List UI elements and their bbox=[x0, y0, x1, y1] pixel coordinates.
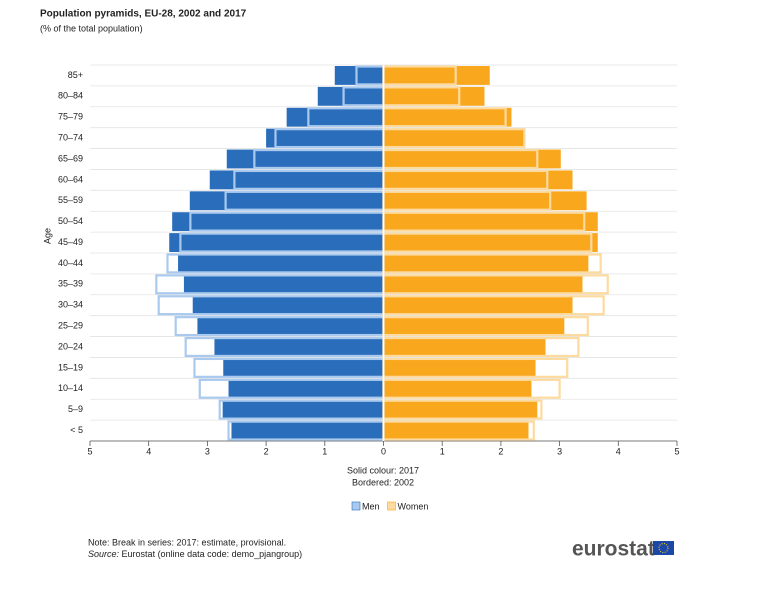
bar-2017 bbox=[209, 170, 384, 190]
bar-2017 bbox=[192, 295, 384, 315]
x-tick-label: 1 bbox=[440, 446, 445, 456]
bar-2017 bbox=[214, 337, 384, 357]
bar-2017 bbox=[183, 274, 384, 294]
y-tick-label: 40–44 bbox=[58, 258, 83, 268]
x-tick-label: 2 bbox=[498, 446, 503, 456]
bar-2017 bbox=[383, 337, 546, 357]
bar-2017 bbox=[197, 316, 384, 336]
legend-swatch bbox=[351, 501, 361, 511]
y-tick-label: 30–34 bbox=[58, 300, 83, 310]
source-label: Source: bbox=[88, 549, 120, 559]
bar-2017 bbox=[383, 86, 485, 106]
y-tick-label: < 5 bbox=[70, 425, 83, 435]
bar-2017 bbox=[334, 66, 384, 85]
source: Source: Eurostat (online data code: demo… bbox=[88, 549, 302, 559]
bar-2017 bbox=[228, 379, 384, 399]
y-tick-label: 50–54 bbox=[58, 216, 83, 226]
bar-2017 bbox=[383, 107, 512, 127]
x-tick-label: 4 bbox=[146, 446, 151, 456]
y-tick-label: 80–84 bbox=[58, 91, 83, 101]
x-tick-label: 1 bbox=[322, 446, 327, 456]
y-tick-label: 45–49 bbox=[58, 237, 83, 247]
bar-2017 bbox=[222, 400, 384, 420]
bar-2017 bbox=[266, 128, 384, 148]
bar-2017 bbox=[383, 400, 538, 420]
bar-2017 bbox=[383, 379, 532, 399]
y-tick-label: 60–64 bbox=[58, 174, 83, 184]
x-tick-label: 2 bbox=[264, 446, 269, 456]
chart-title: Population pyramids, EU-28, 2002 and 201… bbox=[40, 9, 247, 20]
source-text: Eurostat (online data code: demo_pjangro… bbox=[122, 549, 303, 559]
bar-2017 bbox=[383, 128, 524, 148]
bar-2017 bbox=[383, 316, 565, 336]
bar-2017 bbox=[178, 254, 384, 273]
x-tick-label: 5 bbox=[674, 446, 679, 456]
bar-2017 bbox=[383, 212, 598, 232]
y-tick-label: 25–29 bbox=[58, 320, 83, 330]
y-tick-label: 20–24 bbox=[58, 341, 83, 351]
y-tick-label: 35–39 bbox=[58, 279, 83, 289]
eu-stars bbox=[658, 543, 669, 553]
x-tick-label: 0 bbox=[381, 446, 386, 456]
legend-label: Women bbox=[398, 501, 429, 511]
x-tick-label: 5 bbox=[87, 446, 92, 456]
y-tick-label: 65–69 bbox=[58, 153, 83, 163]
bar-2017 bbox=[383, 254, 589, 273]
chart-subtitle: (% of the total population) bbox=[40, 23, 143, 33]
bar-2017 bbox=[383, 295, 573, 315]
x-tick-label: 4 bbox=[616, 446, 621, 456]
legend-swatch bbox=[387, 501, 396, 511]
bar-2017 bbox=[383, 274, 583, 294]
y-tick-label: 75–79 bbox=[58, 112, 83, 122]
annotation: Solid colour: 2017 bbox=[347, 465, 419, 475]
logo-text: eurostat bbox=[572, 538, 655, 561]
eu-flag bbox=[653, 541, 674, 555]
bar-2017 bbox=[223, 358, 384, 378]
x-tick-label: 3 bbox=[205, 446, 210, 456]
bar-2017 bbox=[189, 191, 384, 211]
y-axis-label: Age bbox=[42, 228, 52, 244]
legend-label: Men bbox=[362, 501, 380, 511]
bar-2017 bbox=[172, 212, 384, 232]
bar-2017 bbox=[383, 66, 490, 85]
bar-2017 bbox=[226, 149, 384, 169]
y-tick-label: 55–59 bbox=[58, 195, 83, 205]
x-tick-label: 3 bbox=[557, 446, 562, 456]
bar-2017 bbox=[231, 421, 384, 440]
y-tick-label: 70–74 bbox=[58, 132, 83, 142]
bar-2017 bbox=[383, 233, 598, 252]
bar-2017 bbox=[169, 233, 384, 252]
bar-2017 bbox=[286, 107, 384, 127]
bar-2017 bbox=[383, 421, 529, 440]
annotation: Bordered: 2002 bbox=[352, 477, 414, 487]
bar-2017 bbox=[383, 191, 587, 211]
bar-2017 bbox=[383, 149, 561, 169]
y-tick-label: 15–19 bbox=[58, 362, 83, 372]
y-tick-label: 5–9 bbox=[68, 404, 83, 414]
note: Note: Break in series: 2017: estimate, p… bbox=[88, 537, 286, 547]
bar-2017 bbox=[383, 170, 573, 190]
bar-2017 bbox=[317, 86, 384, 106]
y-tick-label: 85+ bbox=[68, 70, 83, 80]
y-tick-label: 10–14 bbox=[58, 383, 83, 393]
bar-2017 bbox=[383, 358, 536, 378]
